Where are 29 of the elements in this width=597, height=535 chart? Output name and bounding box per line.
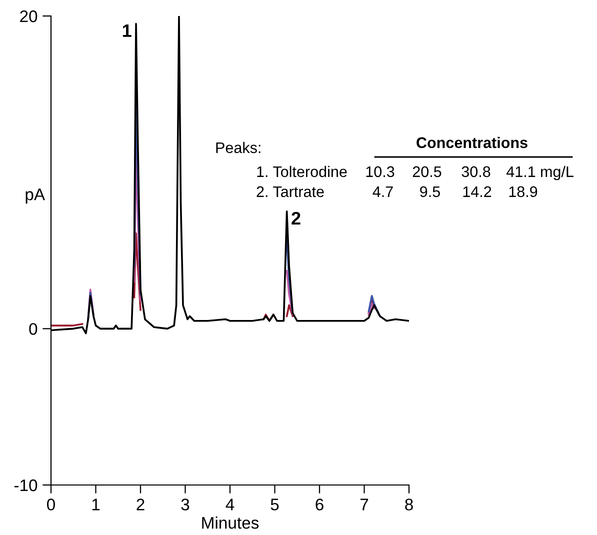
annotation: 10.3 (366, 166, 394, 178)
text: 9.5 (420, 186, 440, 198)
x-tick-label: 5 (270, 498, 279, 510)
x-tick-label: 2 (136, 498, 144, 510)
annotation: Peaks: (216, 142, 260, 154)
text: 30.8 (462, 166, 490, 178)
x-tick-label: 0 (47, 498, 55, 510)
text: Concentrations (416, 136, 528, 148)
y-axis-title: pA (26, 188, 46, 204)
text: mg/L (541, 166, 574, 180)
x-tick-label: 7 (360, 498, 368, 510)
y-tick-label: 0 (29, 323, 38, 335)
x-tick-label: 8 (405, 498, 413, 510)
annotation: 4.7 (372, 186, 393, 197)
x-axis-title: Minutes (202, 516, 259, 529)
annotation: 2 (292, 212, 300, 224)
x-tick-label: 6 (316, 498, 324, 510)
annotation: 1. Tolterodine (257, 166, 347, 178)
x-tick-label: 3 (181, 498, 190, 510)
y-tick-label: -10 (14, 479, 38, 492)
text: 18.9 (509, 186, 538, 198)
text: 20.5 (412, 166, 442, 178)
x-tick-label: 1 (92, 498, 100, 510)
text: 41.1 (506, 166, 536, 177)
y-tick-label: 20 (20, 10, 38, 22)
annotation: 1 (122, 24, 132, 37)
annotation: 2. Tartrate (256, 186, 324, 198)
x-tick-label: 4 (226, 498, 234, 510)
text: 14.2 (463, 186, 492, 197)
